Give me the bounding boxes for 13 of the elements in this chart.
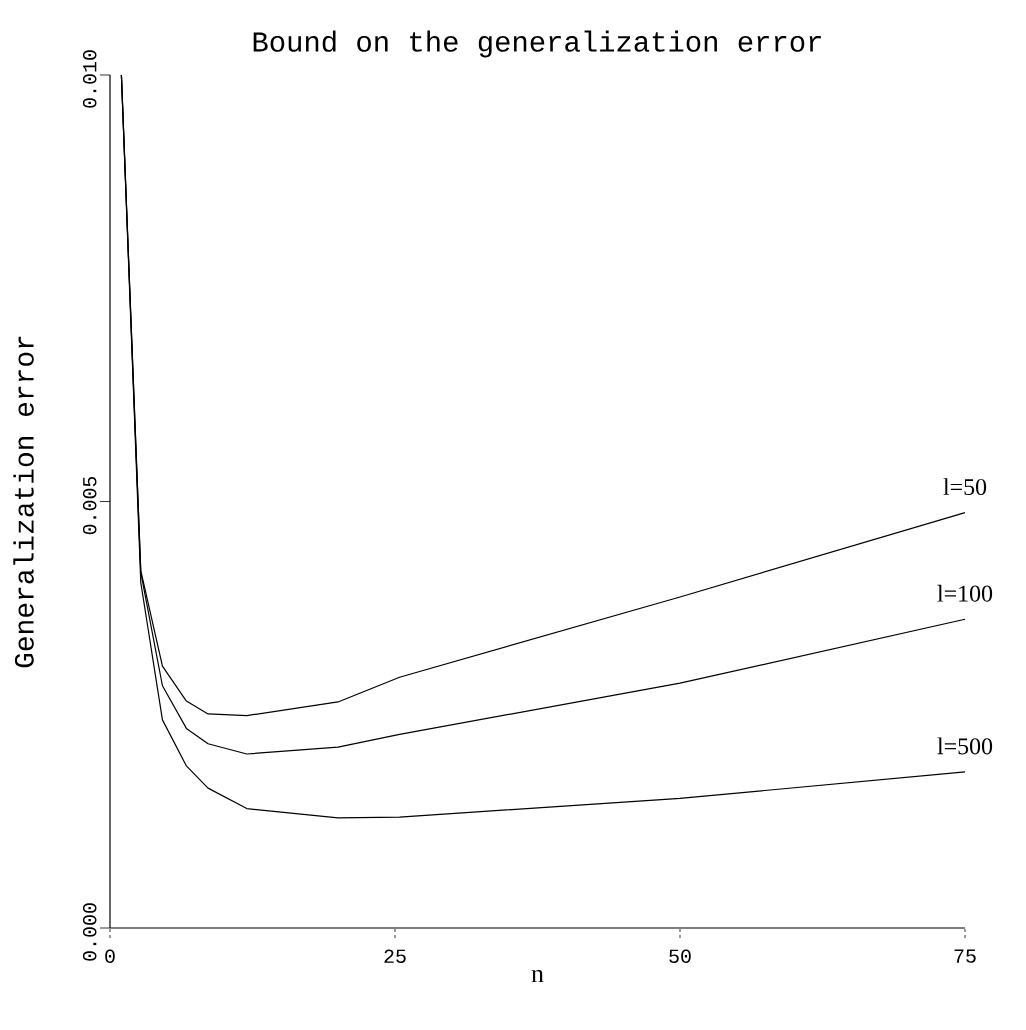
x-axis-title: n bbox=[531, 969, 544, 983]
chart-title: Bound on the generalization error bbox=[253, 30, 821, 58]
y-tick-label: 0.005 bbox=[82, 476, 97, 535]
y-tick-label: 0.010 bbox=[82, 50, 97, 108]
series-label: l=100 bbox=[937, 584, 993, 602]
x-tick-label: 0 bbox=[105, 949, 115, 964]
series-label: l=50 bbox=[943, 478, 987, 496]
x-tick-label: 25 bbox=[384, 949, 406, 964]
series-label: l=500 bbox=[937, 737, 993, 755]
y-tick-label: 0.000 bbox=[82, 903, 97, 961]
x-tick-label: 75 bbox=[954, 949, 976, 963]
y-axis-title: Generalization error bbox=[13, 336, 34, 668]
x-tick-label: 50 bbox=[669, 949, 691, 964]
